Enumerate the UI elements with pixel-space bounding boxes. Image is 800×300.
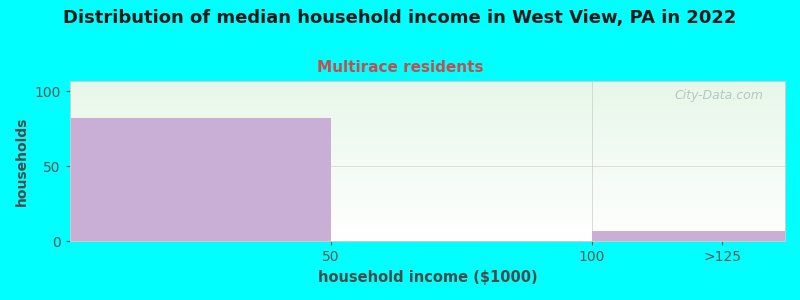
Text: Distribution of median household income in West View, PA in 2022: Distribution of median household income … bbox=[63, 9, 737, 27]
Text: Multirace residents: Multirace residents bbox=[317, 60, 483, 75]
Bar bbox=[70, 118, 331, 242]
Text: City-Data.com: City-Data.com bbox=[674, 89, 763, 102]
X-axis label: household income ($1000): household income ($1000) bbox=[318, 270, 538, 285]
Bar bbox=[592, 231, 785, 242]
Y-axis label: households: households bbox=[15, 116, 29, 206]
